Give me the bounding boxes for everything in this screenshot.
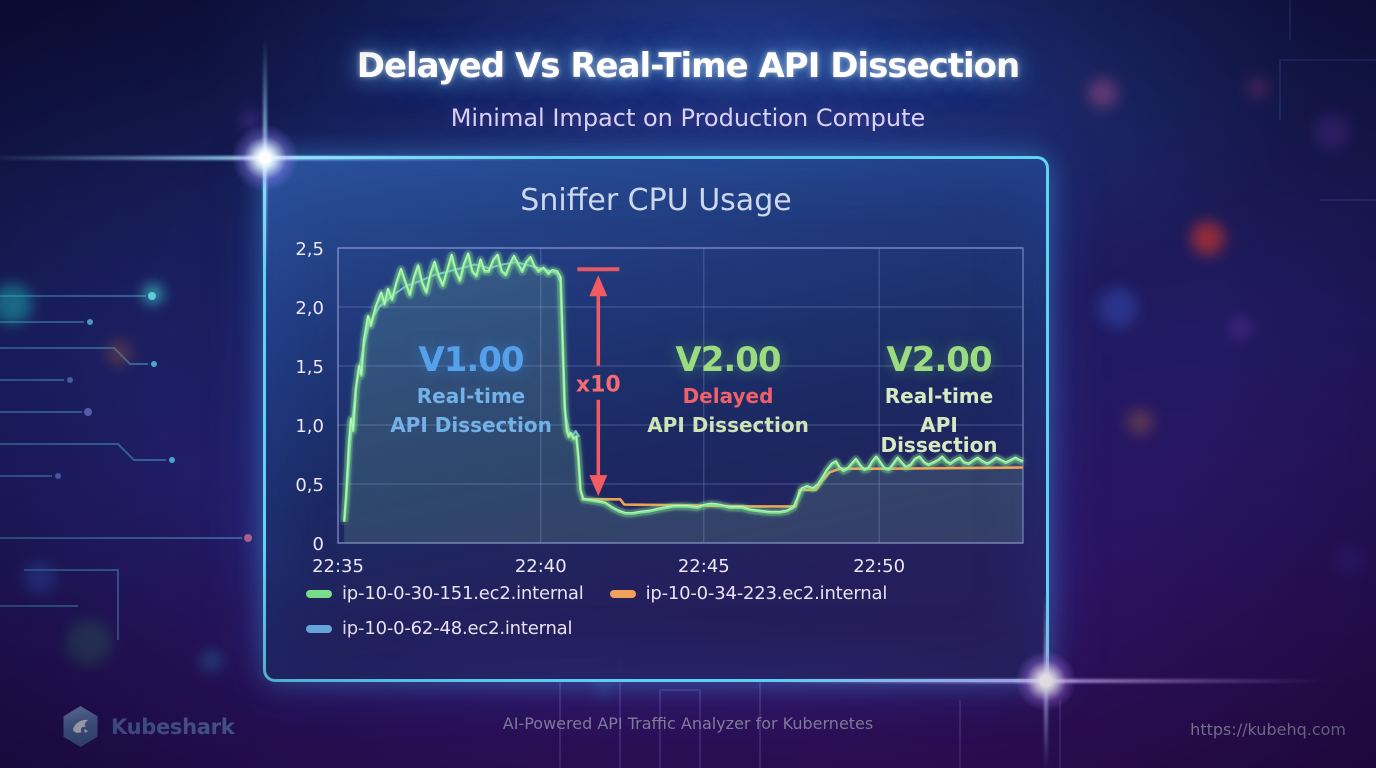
y-tick-label: 0 [313, 534, 324, 555]
annotation-delayed-line1: Delayed [682, 384, 774, 408]
page-subtitle: Minimal Impact on Production Compute [450, 104, 926, 132]
legend-item: ip-10-0-62-48.ec2.internal [306, 618, 573, 639]
legend-item: ip-10-0-34-223.ec2.internal [609, 583, 888, 604]
y-tick-label: 1,5 [295, 357, 324, 378]
annotation-v1-version: V1.00 [418, 340, 524, 380]
x-tick-label: 22:40 [515, 556, 567, 577]
annotation-delayed-line2: API Dissection [647, 413, 809, 437]
footer-tagline: AI-Powered API Traffic Analyzer for Kube… [502, 714, 874, 733]
annotation-v1-line2: API Dissection [390, 413, 552, 437]
page-title: Delayed Vs Real-Time API Dissection [356, 46, 1021, 86]
y-tick-label: 1,0 [295, 416, 324, 437]
y-tick-label: 0,5 [295, 475, 324, 496]
legend-item: ip-10-0-30-151.ec2.internal [306, 583, 584, 604]
site-url-link[interactable]: https://kubehq.com [1190, 720, 1346, 739]
legend-label: ip-10-0-34-223.ec2.internal [645, 583, 888, 604]
legend-color-swatch [306, 624, 332, 633]
annotation-v2-version: V2.00 [886, 340, 992, 380]
legend-label: ip-10-0-30-151.ec2.internal [342, 583, 584, 604]
annotation-v2-realtime: V2.00 Real-time API Dissection [880, 343, 997, 455]
legend-color-swatch [306, 589, 332, 598]
x10-label: x10 [576, 373, 621, 398]
legend-label: ip-10-0-62-48.ec2.internal [342, 618, 573, 639]
footer: Kubeshark AI-Powered API Traffic Analyze… [0, 698, 1376, 768]
annotation-v2-line1: Real-time [884, 384, 994, 408]
annotation-delayed: V2.00 Delayed API Dissection [647, 343, 809, 435]
x-tick-label: 22:35 [312, 556, 364, 577]
header: Delayed Vs Real-Time API Dissection Mini… [0, 46, 1376, 132]
annotation-delayed-version: V2.00 [675, 340, 781, 380]
annotation-v1: V1.00 Real-time API Dissection [390, 343, 552, 435]
y-tick-label: 2,0 [295, 298, 324, 319]
x-tick-label: 22:45 [678, 556, 730, 577]
chart-panel: Sniffer CPU Usage 0 0,5 1,0 1,5 2,0 2,5 22:35 2… [263, 156, 1049, 682]
annotation-v2-line2: API Dissection [880, 413, 998, 457]
chart-legend-row-2: ip-10-0-62-48.ec2.internal [306, 618, 573, 639]
annotation-v1-line1: Real-time [416, 384, 526, 408]
chart-legend-row-1: ip-10-0-30-151.ec2.internal ip-10-0-34-22… [306, 583, 887, 604]
y-tick-label: 2,5 [295, 239, 324, 260]
x-tick-label: 22:50 [853, 556, 905, 577]
legend-color-swatch [609, 589, 636, 598]
